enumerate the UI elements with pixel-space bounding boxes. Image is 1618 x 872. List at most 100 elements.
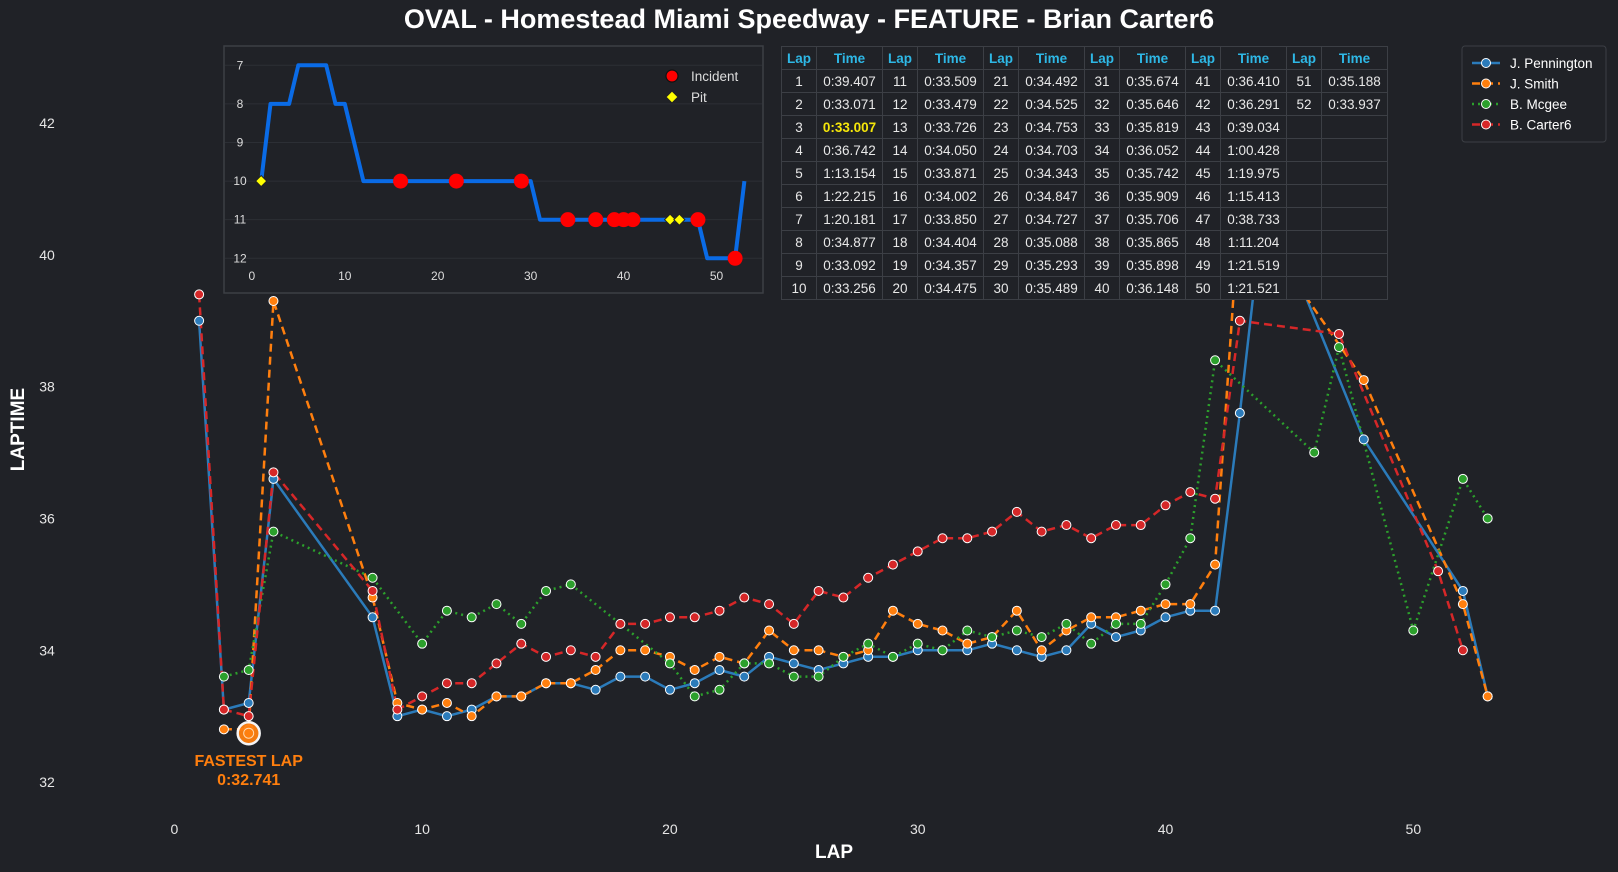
table-cell: 0:34.727 xyxy=(1018,207,1085,231)
table-cell: 1:00.428 xyxy=(1220,138,1287,162)
data-point xyxy=(1011,625,1022,636)
table-header-cell: Lap xyxy=(1286,46,1322,70)
data-point xyxy=(1036,645,1047,656)
data-point xyxy=(1086,638,1097,649)
table-cell: 47 xyxy=(1185,207,1221,231)
data-point xyxy=(1135,520,1146,531)
table-cell: 0:39.407 xyxy=(816,69,883,93)
data-point xyxy=(491,599,502,610)
data-point xyxy=(590,651,601,662)
table-cell: 31 xyxy=(1084,69,1120,93)
data-point xyxy=(441,711,452,722)
data-point xyxy=(1234,408,1245,419)
table-cell: 0:34.343 xyxy=(1018,161,1085,185)
table-cell: 35 xyxy=(1084,161,1120,185)
x-tick-label: 50 xyxy=(1406,821,1422,837)
data-point xyxy=(1457,645,1468,656)
data-point xyxy=(739,671,750,682)
data-point xyxy=(937,645,948,656)
data-point xyxy=(590,665,601,676)
fastest-lap-time: 0:32.741 xyxy=(217,772,280,789)
legend-label: B. Mcgee xyxy=(1510,97,1567,112)
data-point xyxy=(764,625,775,636)
table-cell: 48 xyxy=(1185,230,1221,254)
inset-x-tick-label: 40 xyxy=(617,269,631,283)
table-cell: 18 xyxy=(882,230,918,254)
fastest-lap-label: FASTEST LAP xyxy=(194,753,303,770)
inset-x-tick-label: 50 xyxy=(710,269,724,283)
inset-y-tick-label: 12 xyxy=(233,251,247,265)
table-row: 5 1:13.154 15 0:33.871 25 0:34.343 35 0:35.742 4… xyxy=(781,161,1388,185)
table-cell: 0:34.404 xyxy=(917,230,984,254)
data-point xyxy=(1358,375,1369,386)
y-tick-label: 36 xyxy=(39,510,55,526)
inset-y-tick-label: 9 xyxy=(237,135,244,149)
data-point xyxy=(541,651,552,662)
data-point xyxy=(243,665,254,676)
data-point xyxy=(1408,625,1419,636)
data-point xyxy=(788,671,799,682)
table-cell: 23 xyxy=(983,115,1019,139)
table-cell xyxy=(1321,276,1388,300)
data-point xyxy=(788,658,799,669)
table-cell: 49 xyxy=(1185,253,1221,277)
table-row: 8 0:34.877 18 0:34.404 28 0:35.088 38 0:35.865 4… xyxy=(781,230,1388,254)
incident-marker xyxy=(625,212,641,228)
data-point xyxy=(640,671,651,682)
incident-marker xyxy=(448,173,464,189)
data-point xyxy=(987,526,998,537)
table-cell: 41 xyxy=(1185,69,1221,93)
data-point xyxy=(466,612,477,623)
table-cell: 34 xyxy=(1084,138,1120,162)
table-cell: 15 xyxy=(882,161,918,185)
inset-y-tick-label: 11 xyxy=(234,213,247,227)
table-header-cell: Time xyxy=(1018,46,1085,70)
table-cell: 0:34.847 xyxy=(1018,184,1085,208)
table-cell: 0:35.188 xyxy=(1321,69,1388,93)
data-point xyxy=(615,618,626,629)
table-cell: 8 xyxy=(781,230,817,254)
table-cell: 0:35.674 xyxy=(1119,69,1186,93)
data-point xyxy=(1457,599,1468,610)
data-point xyxy=(516,638,527,649)
data-point xyxy=(1061,645,1072,656)
x-tick-label: 30 xyxy=(910,821,926,837)
data-point xyxy=(714,651,725,662)
table-cell: 36 xyxy=(1084,184,1120,208)
table-cell: 1:21.519 xyxy=(1220,253,1287,277)
table-cell: 0:34.525 xyxy=(1018,92,1085,116)
table-header-cell: Time xyxy=(1220,46,1287,70)
table-cell: 0:36.148 xyxy=(1119,276,1186,300)
legend-label: J. Smith xyxy=(1510,77,1559,92)
table-row: 6 1:22.215 16 0:34.002 26 0:34.847 36 0:35.909 4… xyxy=(781,184,1388,208)
table-cell: 0:33.092 xyxy=(816,253,883,277)
table-cell: 0:34.002 xyxy=(917,184,984,208)
table-cell: 44 xyxy=(1185,138,1221,162)
data-point xyxy=(1061,520,1072,531)
data-point xyxy=(1135,618,1146,629)
table-cell: 24 xyxy=(983,138,1019,162)
table-cell xyxy=(1321,138,1388,162)
incident-marker xyxy=(393,173,409,189)
inset-frame xyxy=(223,45,764,294)
y-tick-label: 32 xyxy=(39,774,55,790)
data-point xyxy=(739,658,750,669)
data-point xyxy=(1333,328,1344,339)
inset-legend-pit-label: Pit xyxy=(691,90,707,105)
legend-marker xyxy=(1481,119,1491,130)
table-cell: 33 xyxy=(1084,115,1120,139)
data-point xyxy=(441,697,452,708)
data-point xyxy=(714,684,725,695)
x-tick-label: 10 xyxy=(414,821,430,837)
data-point xyxy=(912,618,923,629)
table-cell: 0:34.492 xyxy=(1018,69,1085,93)
data-point xyxy=(1457,585,1468,596)
table-header-cell: Time xyxy=(1119,46,1186,70)
table-cell: 0:33.509 xyxy=(917,69,984,93)
data-point xyxy=(1457,473,1468,484)
table-cell: 12 xyxy=(882,92,918,116)
table-cell: 21 xyxy=(983,69,1019,93)
table-cell: 0:35.898 xyxy=(1119,253,1186,277)
table-header-cell: Time xyxy=(1321,46,1388,70)
table-cell xyxy=(1321,115,1388,139)
